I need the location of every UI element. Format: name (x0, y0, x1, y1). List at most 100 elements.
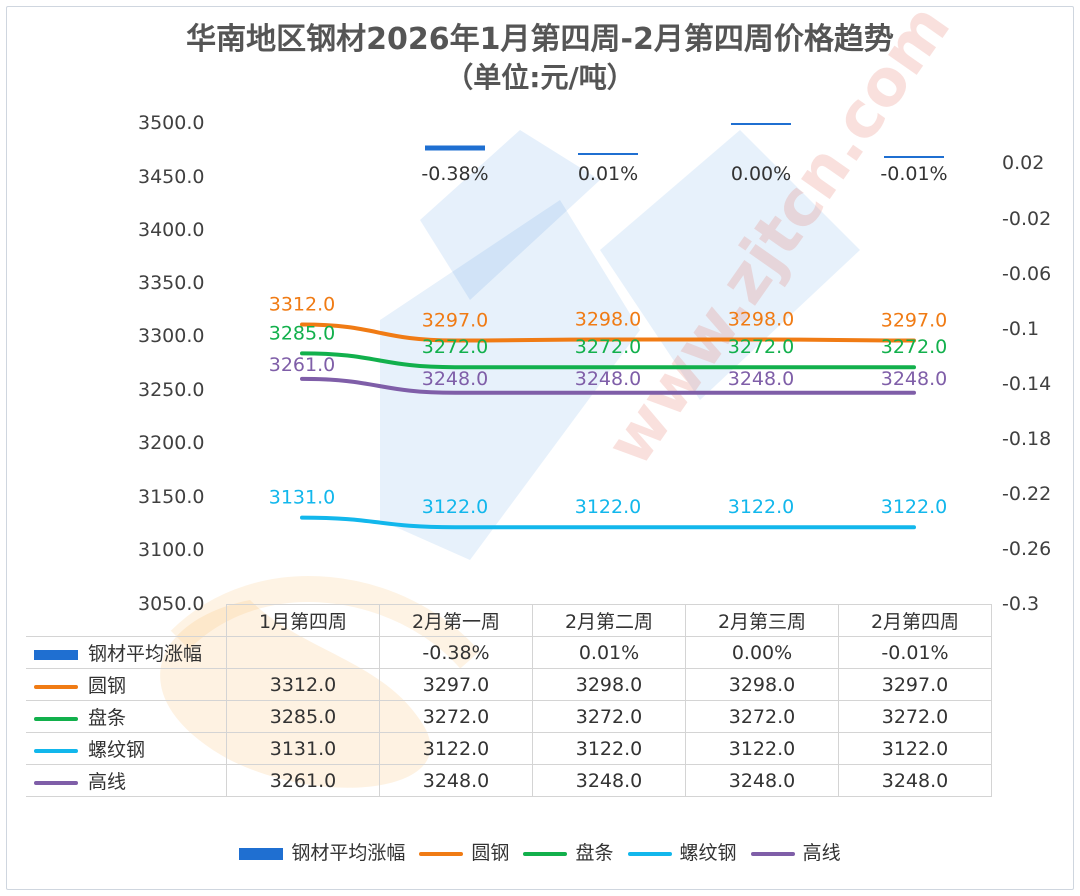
bar-mark (425, 145, 485, 151)
y-right-tick: -0.26 (1002, 538, 1052, 560)
series-data-label: 3312.0 (269, 294, 335, 316)
table-row: 钢材平均涨幅 -0.38% 0.01% 0.00% -0.01% (26, 636, 992, 669)
table-cell: 3312.0 (226, 668, 380, 701)
series-data-label: 3261.0 (269, 354, 335, 376)
y-right-tick: -0.02 (1002, 208, 1052, 230)
table-cell: 3272.0 (838, 700, 992, 733)
y-right-tick: -0.14 (1002, 373, 1052, 395)
table-cell: 3272.0 (379, 700, 533, 733)
table-cell: 3285.0 (226, 700, 380, 733)
legend-label: 圆钢 (471, 842, 510, 864)
table-cell: 3248.0 (838, 764, 992, 797)
legend-label: 螺纹钢 (679, 842, 737, 864)
table-cell (226, 636, 380, 669)
table-cell: 0.00% (685, 636, 839, 669)
table-cell: 3131.0 (226, 732, 380, 765)
bar-data-label: 0.01% (578, 163, 638, 185)
series-data-label: 3272.0 (575, 336, 641, 358)
table-row: 高线 3261.0 3248.0 3248.0 3248.0 3248.0 (26, 764, 992, 797)
bar-mark (578, 153, 638, 155)
y-right-tick: -0.18 (1002, 428, 1052, 450)
y-left-tick: 3150.0 (138, 486, 205, 508)
series-line (300, 515, 916, 530)
table-cell: 3122.0 (379, 732, 533, 765)
series-data-label: 3122.0 (422, 496, 488, 518)
legend-label: 高线 (802, 842, 841, 864)
table-row-name: 盘条 (88, 707, 127, 729)
legend: 钢材平均涨幅 圆钢 盘条 螺纹钢 高线 (0, 838, 1080, 865)
table-cell: 3122.0 (685, 732, 839, 765)
series-data-label: 3297.0 (422, 310, 488, 332)
legend-label: 钢材平均涨幅 (291, 842, 406, 864)
series-data-label: 3297.0 (881, 310, 947, 332)
table-cell: -0.01% (838, 636, 992, 669)
series-data-label: 3298.0 (575, 308, 641, 330)
legend-item: 盘条 (523, 838, 614, 865)
bar-mark (884, 156, 944, 158)
table-row-label: 钢材平均涨幅 (26, 636, 227, 669)
table-cell: 3261.0 (226, 764, 380, 797)
table-row: 盘条 3285.0 3272.0 3272.0 3272.0 3272.0 (26, 700, 992, 733)
table-corner (26, 604, 227, 637)
legend-line-swatch (627, 851, 672, 856)
line-key-icon (34, 780, 78, 785)
table-row-name: 圆钢 (88, 675, 127, 697)
y-right-tick: 0.02 (1002, 152, 1045, 174)
table-row: 圆钢 3312.0 3297.0 3298.0 3298.0 3297.0 (26, 668, 992, 701)
line-key-icon (34, 684, 78, 689)
table-header-row: 1月第四周 2月第一周 2月第二周 2月第三周 2月第四周 (26, 604, 992, 637)
table-row-label: 圆钢 (26, 668, 227, 701)
y-right-tick: -0.3 (1002, 593, 1040, 615)
y-left-tick: 3400.0 (138, 219, 205, 241)
series-data-label: 3122.0 (728, 496, 794, 518)
table-header-cell: 1月第四周 (226, 604, 380, 637)
series-data-label: 3272.0 (728, 336, 794, 358)
table-cell: 3248.0 (379, 764, 533, 797)
y-left-tick: 3200.0 (138, 432, 205, 454)
table-cell: 3122.0 (532, 732, 686, 765)
series-data-label: 3122.0 (881, 496, 947, 518)
series-data-label: 3248.0 (728, 368, 794, 390)
line-key-icon (34, 748, 78, 753)
y-right-tick: -0.06 (1002, 263, 1052, 285)
legend-line-swatch (523, 851, 568, 856)
table-header-cell: 2月第一周 (379, 604, 533, 637)
table-row-name: 高线 (88, 771, 127, 793)
bar-data-label: 0.00% (731, 163, 791, 185)
series-line (300, 351, 916, 370)
table-row-name: 螺纹钢 (88, 739, 146, 761)
series-data-label: 3122.0 (575, 496, 641, 518)
bar-key-icon (34, 649, 78, 660)
y-left-tick: 3450.0 (138, 166, 205, 188)
y-left-tick: 3300.0 (138, 325, 205, 347)
table-header-cell: 2月第三周 (685, 604, 839, 637)
bar-mark (731, 123, 791, 125)
series-data-label: 3248.0 (422, 368, 488, 390)
series-data-label: 3248.0 (575, 368, 641, 390)
legend-line-swatch (419, 851, 464, 856)
legend-line-swatch (750, 851, 795, 856)
bar-data-label: -0.38% (421, 163, 488, 185)
table-row-name: 钢材平均涨幅 (88, 643, 203, 665)
table-cell: 3297.0 (379, 668, 533, 701)
legend-bar-swatch (239, 847, 284, 860)
data-table: 1月第四周 2月第一周 2月第二周 2月第三周 2月第四周 钢材平均涨幅 -0.… (26, 604, 992, 797)
legend-item: 圆钢 (419, 838, 509, 865)
chart-subtitle: （单位:元/吨） (445, 61, 635, 94)
series-data-label: 3272.0 (422, 336, 488, 358)
legend-item: 高线 (750, 838, 841, 865)
table-header-cell: 2月第二周 (532, 604, 686, 637)
table-cell: 3272.0 (685, 700, 839, 733)
table-cell: 3297.0 (838, 668, 992, 701)
bar-data-label: -0.01% (880, 163, 947, 185)
table-row-label: 高线 (26, 764, 227, 797)
legend-item: 螺纹钢 (627, 838, 737, 865)
series-data-label: 3248.0 (881, 368, 947, 390)
table-header-cell: 2月第四周 (838, 604, 992, 637)
table-cell: 3298.0 (685, 668, 839, 701)
series-data-label: 3298.0 (728, 308, 794, 330)
y-left-tick: 3500.0 (138, 112, 205, 134)
table-cell: 3248.0 (532, 764, 686, 797)
table-cell: 3122.0 (838, 732, 992, 765)
